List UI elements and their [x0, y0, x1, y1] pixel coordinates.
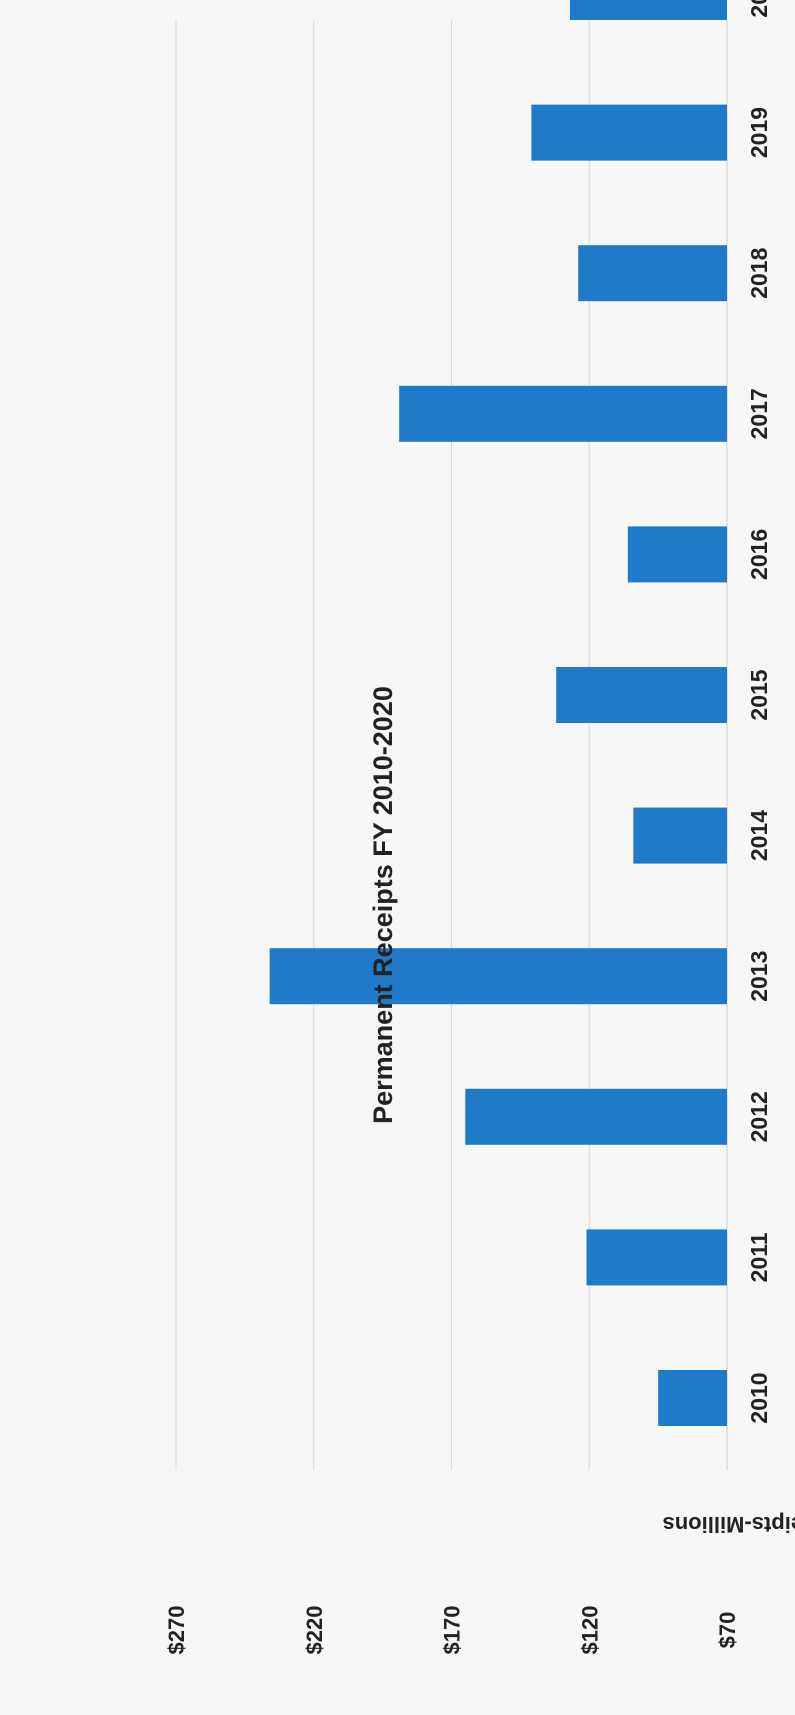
x-tick-label-2016: 2016: [746, 529, 772, 580]
bar-2017: [399, 385, 727, 442]
bar-2014: [633, 807, 727, 864]
bar-2020: [569, 0, 727, 20]
y-tick-label: $270: [164, 1606, 189, 1655]
x-tick-label-2018: 2018: [746, 247, 772, 298]
bar-2013: [269, 948, 727, 1005]
x-tick-label-2017: 2017: [746, 388, 772, 439]
x-tick-label-2020: 2020: [746, 0, 772, 18]
x-tick-label-2014: 2014: [746, 810, 772, 861]
bar-2010: [658, 1370, 727, 1426]
bar-2012: [465, 1088, 727, 1145]
x-tick-label-2010: 2010: [746, 1372, 772, 1423]
y-tick-label: $70: [715, 1612, 740, 1649]
y-tick-labels: $70 $120 $170 $220 $270: [164, 1606, 740, 1655]
x-tick-label-2011: 2011: [746, 1232, 772, 1282]
y-tick-label: $220: [302, 1606, 327, 1655]
bar-2019: [531, 104, 727, 161]
x-tick-label-2012: 2012: [746, 1091, 772, 1142]
y-axis-label: Receipts-Millions: [663, 1512, 795, 1537]
bar-2018: [578, 245, 727, 302]
bar-2011: [586, 1229, 727, 1286]
chart-title: Permanent Receipts FY 2010-2020: [368, 686, 398, 1124]
x-tick-label-2015: 2015: [746, 669, 772, 720]
bars: [269, 0, 727, 1426]
y-tick-label: $170: [440, 1606, 465, 1655]
x-tick-label-2013: 2013: [746, 951, 772, 1002]
x-tick-label-2019: 2019: [746, 107, 772, 158]
bar-2015: [556, 667, 727, 723]
x-tick-labels: 2010 2011 2012 2013 2014 2015 2016 2017 2018 2019…: [746, 0, 772, 1424]
bar-2016: [627, 526, 727, 583]
y-tick-label: $120: [577, 1606, 602, 1655]
